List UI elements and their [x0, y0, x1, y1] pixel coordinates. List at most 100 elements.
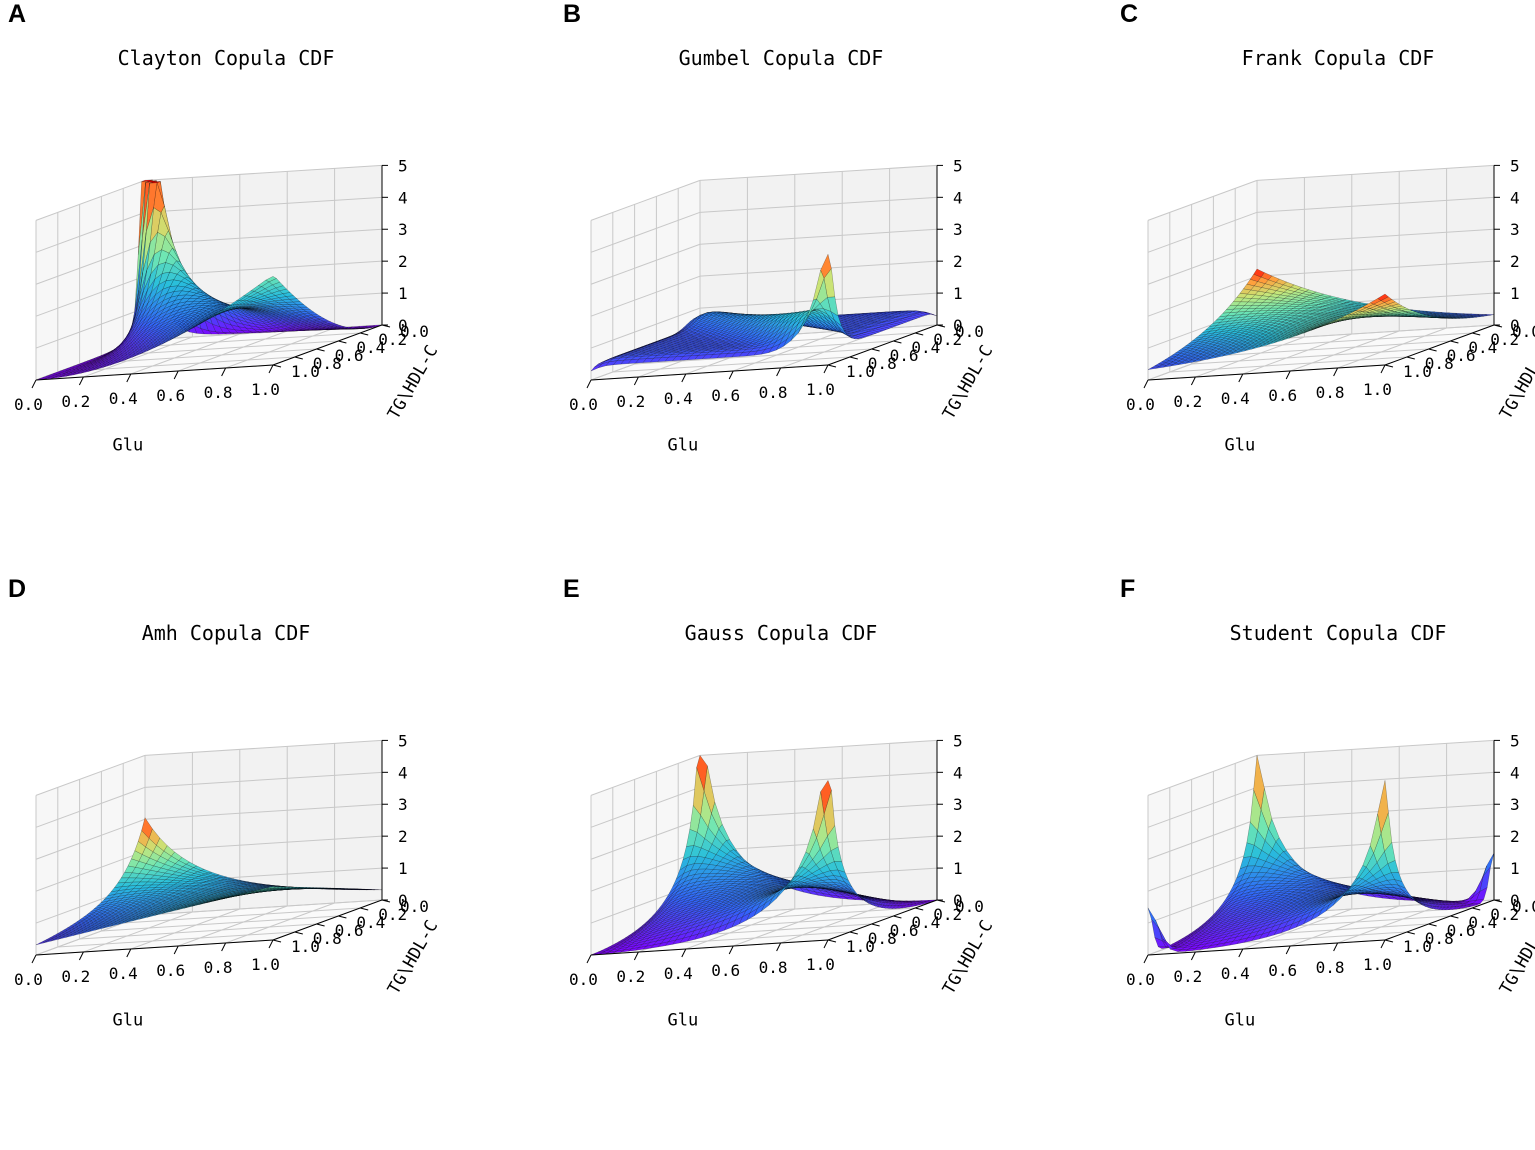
x-axis-label: Glu	[113, 1011, 144, 1031]
z-tick-label: 3	[398, 795, 408, 814]
x-tick-label: 0.6	[1268, 386, 1297, 405]
z-tick-label: 1	[953, 284, 963, 303]
y-tick-mark	[936, 324, 946, 328]
x-tick-label: 0.2	[1173, 392, 1202, 411]
y-tick-mark	[1472, 332, 1481, 336]
x-tick-label: 0.2	[616, 392, 645, 411]
y-tick-mark	[381, 899, 391, 903]
y-tick-label: 0.0	[1512, 322, 1535, 341]
y-tick-mark	[316, 923, 325, 927]
x-tick-label: 1.0	[806, 380, 835, 399]
y-axis-label: TG\HDL-C	[939, 342, 997, 423]
y-tick-label: 0.4	[911, 338, 940, 357]
x-tick-label: 0.0	[14, 395, 43, 414]
floor-pane	[36, 900, 382, 955]
x-tick-label: 0.0	[1126, 395, 1155, 414]
x-tick-label: 0.2	[61, 392, 90, 411]
y-tick-mark	[1450, 340, 1459, 344]
y-tick-label: 0.8	[1425, 354, 1454, 373]
x-tick-label: 0.4	[109, 389, 138, 408]
y-tick-mark	[915, 332, 924, 336]
y-tick-label: 0.4	[356, 338, 385, 357]
chart-title: Gumbel Copula CDF	[679, 46, 884, 70]
z-tick-label: 0	[953, 316, 963, 335]
panel-b: B Gumbel Copula CDF 0 1 2 3 4 5 0.0 0.2 0.4 0.6 0.8…	[555, 0, 1067, 575]
panel-letter: E	[563, 575, 580, 603]
left-pane	[591, 180, 700, 380]
y-tick-label: 0.4	[356, 913, 385, 932]
x-tick-label: 0.6	[156, 961, 185, 980]
z-tick-label: 4	[953, 188, 963, 207]
z-tick-label: 5	[953, 156, 963, 175]
y-tick-mark	[827, 364, 837, 368]
y-tick-mark	[381, 324, 391, 328]
y-tick-label: 0.6	[1447, 346, 1476, 365]
y-axis: 0.00.20.40.60.81.0TG\HDL-C	[1384, 322, 1535, 423]
y-tick-label: 0.2	[378, 330, 407, 349]
y-tick-mark	[1406, 356, 1415, 360]
y-tick-label: 0.6	[335, 346, 364, 365]
x-tick-mark	[126, 373, 132, 383]
y-tick-label: 0.2	[1490, 330, 1519, 349]
x-tick-label: 0.4	[109, 964, 138, 983]
y-tick-mark	[360, 907, 369, 911]
panel-a: A Clayton Copula CDF 0 1 2 3 4 5 0.0 0.2 0.4 0.6 0.…	[0, 0, 512, 575]
y-tick-label: 0.8	[868, 354, 897, 373]
surface-mesh	[1147, 268, 1495, 370]
x-tick-mark	[728, 370, 734, 380]
y-tick-label: 0.4	[1468, 338, 1497, 357]
y-tick-label: 0.6	[890, 346, 919, 365]
y-tick-mark	[1493, 324, 1503, 328]
floor-pane	[36, 325, 382, 380]
y-tick-mark	[294, 356, 303, 360]
x-tick-label: 0.8	[759, 383, 788, 402]
x-axis-label: Glu	[113, 436, 144, 456]
x-axis-label: Glu	[1225, 436, 1256, 456]
x-tick-mark	[681, 373, 687, 383]
y-tick-label: 0.0	[400, 322, 429, 341]
x-tick-label: 0.8	[204, 958, 233, 977]
x-tick-mark	[31, 379, 37, 389]
y-tick-label: 0.0	[400, 897, 429, 916]
panel-letter: A	[8, 0, 27, 28]
x-tick-mark	[173, 370, 179, 380]
panel-letter: B	[563, 0, 582, 28]
x-tick-label: 0.2	[61, 967, 90, 986]
surface-cell	[35, 941, 47, 946]
chart-title: Clayton Copula CDF	[118, 46, 335, 70]
x-tick-mark	[268, 939, 274, 949]
x-tick-mark	[221, 942, 227, 952]
floor-pane	[1148, 325, 1494, 380]
x-tick-label: 1.0	[251, 380, 280, 399]
y-tick-mark	[849, 356, 858, 360]
x-tick-mark	[221, 367, 227, 377]
z-tick-label: 1	[398, 284, 408, 303]
x-tick-mark	[173, 945, 179, 955]
z-tick-label: 0	[398, 316, 408, 335]
z-tick-label: 4	[1510, 188, 1520, 207]
y-tick-mark	[294, 931, 303, 935]
z-tick-label: 2	[398, 252, 408, 271]
y-tick-label: 1.0	[1403, 362, 1432, 381]
x-tick-mark	[823, 364, 829, 374]
z-tick-label: 3	[953, 220, 963, 239]
y-axis-label: TG\HDL-C	[384, 917, 442, 998]
y-axis-label: TG\HDL-C	[384, 342, 442, 423]
x-tick-mark	[1380, 364, 1386, 374]
x-tick-mark	[1238, 373, 1244, 383]
x-tick-mark	[126, 948, 132, 958]
y-tick-label: 1.0	[291, 937, 320, 956]
surface-mesh	[590, 253, 938, 372]
x-tick-label: 1.0	[1363, 380, 1392, 399]
surface-mesh	[35, 817, 383, 946]
panel-e: E Gauss Copula CDF 0 1 2 3 4 5 0.0 0.2 0.4 0.6 0.8 1…	[555, 575, 1067, 1150]
x-tick-label: 0.4	[664, 389, 693, 408]
z-tick-label: 1	[1510, 284, 1520, 303]
x-tick-label: 0.8	[1316, 383, 1345, 402]
chart-title: Gauss Copula CDF	[685, 621, 878, 645]
